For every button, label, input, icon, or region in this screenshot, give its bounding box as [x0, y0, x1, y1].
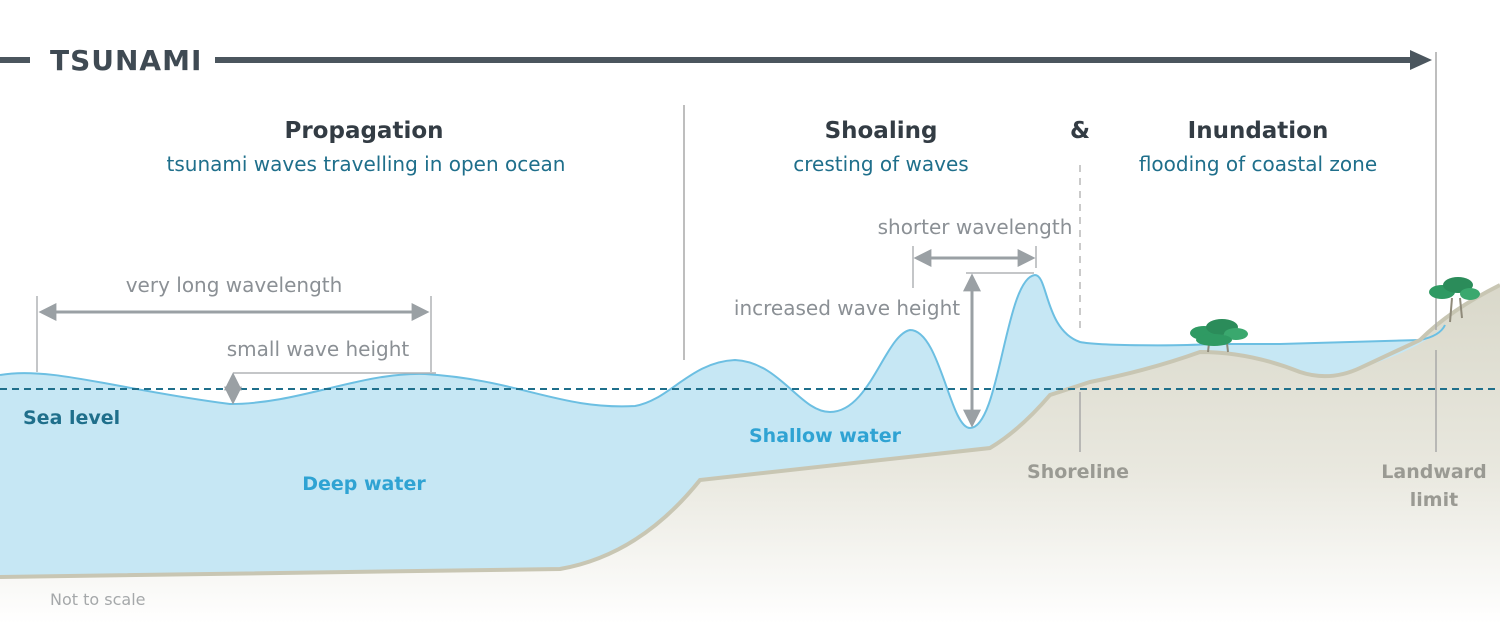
water-body	[0, 275, 1445, 577]
increased-wave-height-label: increased wave height	[734, 296, 960, 320]
inundation-subtitle: flooding of coastal zone	[1139, 152, 1377, 176]
shallow-water-label: Shallow water	[749, 425, 902, 447]
sea-level-label: Sea level	[23, 407, 120, 429]
deep-water-label: Deep water	[302, 473, 426, 495]
land-surface-line	[0, 283, 1500, 579]
shorter-wavelength-label: shorter wavelength	[878, 215, 1073, 239]
water-surface-line	[0, 273, 1446, 430]
propagation-subtitle: tsunami waves travelling in open ocean	[167, 152, 566, 176]
very-long-wavelength-label: very long wavelength	[126, 273, 343, 297]
landward-limit-label-line2: limit	[1410, 489, 1458, 511]
phase-connector: &	[1070, 118, 1090, 144]
inundation-heading: Inundation	[1188, 118, 1329, 144]
small-wave-height-label: small wave height	[227, 337, 410, 361]
landward-limit-label-line1: Landward	[1381, 461, 1486, 483]
seabed-land	[0, 285, 1500, 624]
shoreline-label: Shoreline	[1027, 461, 1129, 483]
shoaling-heading: Shoaling	[825, 118, 938, 144]
shoaling-subtitle: cresting of waves	[793, 152, 968, 176]
tree-icon-inland	[1429, 277, 1480, 323]
title-arrow-head	[1410, 50, 1432, 70]
diagram-title: TSUNAMI	[50, 44, 202, 77]
not-to-scale-note: Not to scale	[50, 590, 146, 609]
propagation-heading: Propagation	[284, 118, 443, 144]
tree-icon-coastal	[1190, 319, 1248, 353]
